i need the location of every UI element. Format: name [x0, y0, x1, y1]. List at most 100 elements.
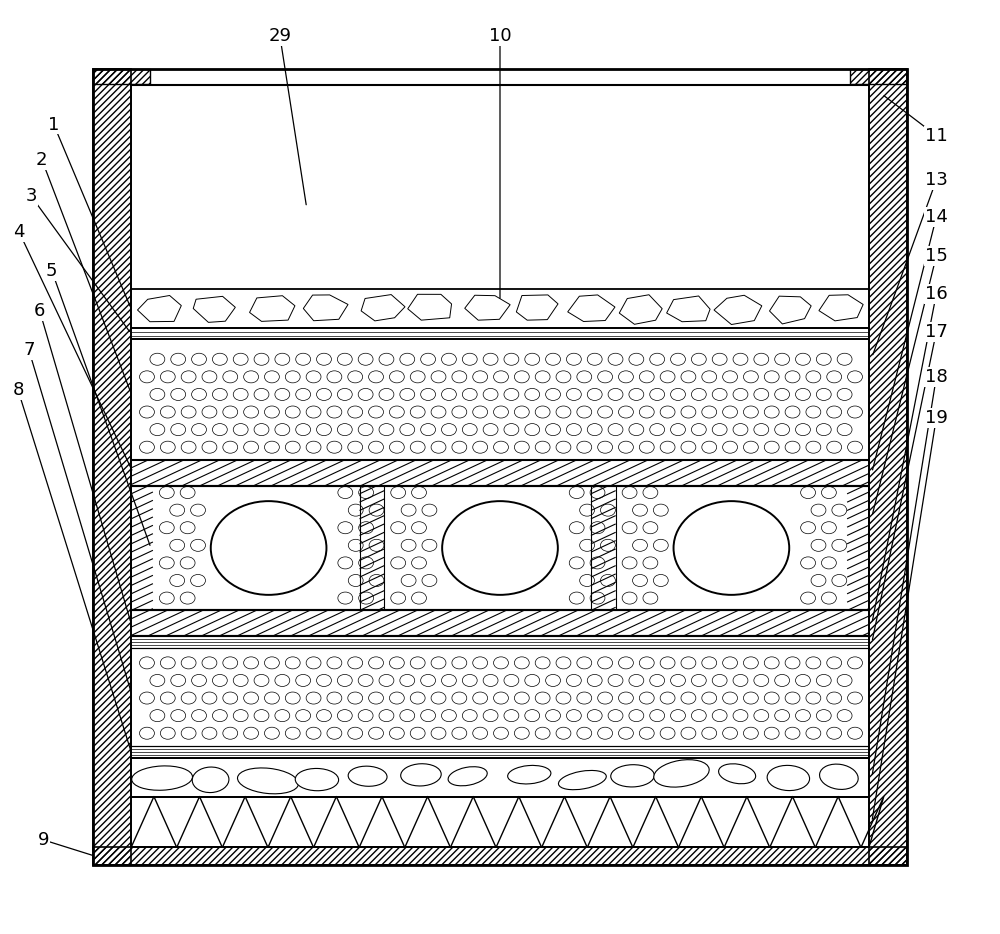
Ellipse shape [504, 389, 519, 401]
Ellipse shape [212, 389, 227, 401]
Ellipse shape [462, 710, 477, 722]
Ellipse shape [556, 441, 571, 453]
Ellipse shape [712, 353, 727, 365]
Ellipse shape [514, 441, 529, 453]
Bar [131, 460, 869, 486]
Ellipse shape [285, 692, 300, 704]
Ellipse shape [556, 371, 571, 383]
Ellipse shape [590, 487, 605, 499]
Ellipse shape [181, 657, 196, 669]
Ellipse shape [421, 389, 436, 401]
Ellipse shape [181, 692, 196, 704]
Ellipse shape [391, 592, 406, 604]
Ellipse shape [180, 522, 195, 533]
Bar [131, 611, 869, 636]
Text: 9: 9 [38, 831, 50, 849]
Ellipse shape [691, 710, 706, 722]
Ellipse shape [306, 657, 321, 669]
Ellipse shape [327, 371, 342, 383]
Ellipse shape [639, 728, 654, 739]
Ellipse shape [723, 692, 738, 704]
Ellipse shape [254, 674, 269, 686]
Bar [591, 486, 616, 611]
Ellipse shape [801, 557, 816, 569]
Ellipse shape [633, 539, 647, 551]
Ellipse shape [285, 728, 300, 739]
Ellipse shape [712, 674, 727, 686]
Polygon shape [303, 295, 348, 320]
Ellipse shape [391, 522, 406, 533]
Ellipse shape [650, 424, 665, 435]
Ellipse shape [192, 710, 206, 722]
Ellipse shape [569, 487, 584, 499]
Polygon shape [819, 295, 863, 321]
Ellipse shape [806, 692, 821, 704]
Ellipse shape [608, 424, 623, 435]
Ellipse shape [622, 487, 637, 499]
Ellipse shape [359, 592, 374, 604]
Ellipse shape [264, 692, 279, 704]
Ellipse shape [295, 769, 339, 791]
Ellipse shape [348, 728, 363, 739]
Ellipse shape [733, 674, 748, 686]
Ellipse shape [317, 674, 331, 686]
Polygon shape [465, 295, 510, 320]
Polygon shape [667, 296, 710, 321]
Ellipse shape [754, 353, 769, 365]
Text: 5: 5 [46, 262, 58, 280]
Ellipse shape [391, 487, 406, 499]
Ellipse shape [223, 657, 238, 669]
Bar [93, 847, 907, 865]
Text: 17: 17 [925, 323, 948, 341]
Ellipse shape [821, 557, 836, 569]
Ellipse shape [317, 353, 331, 365]
Ellipse shape [306, 692, 321, 704]
Ellipse shape [723, 657, 738, 669]
Ellipse shape [556, 657, 571, 669]
Ellipse shape [712, 424, 727, 435]
Ellipse shape [285, 406, 300, 418]
Ellipse shape [598, 692, 613, 704]
Ellipse shape [566, 389, 581, 401]
Ellipse shape [285, 371, 300, 383]
Ellipse shape [379, 389, 394, 401]
Ellipse shape [462, 424, 477, 435]
Ellipse shape [327, 728, 342, 739]
Ellipse shape [212, 674, 227, 686]
Ellipse shape [525, 353, 540, 365]
Ellipse shape [691, 389, 706, 401]
Ellipse shape [348, 441, 363, 453]
Ellipse shape [452, 371, 467, 383]
Ellipse shape [525, 389, 540, 401]
Ellipse shape [431, 406, 446, 418]
Ellipse shape [379, 424, 394, 435]
Ellipse shape [811, 574, 826, 587]
Ellipse shape [674, 502, 789, 595]
Ellipse shape [181, 406, 196, 418]
Ellipse shape [754, 424, 769, 435]
Ellipse shape [702, 371, 717, 383]
Ellipse shape [400, 424, 415, 435]
Ellipse shape [796, 424, 810, 435]
Ellipse shape [598, 657, 613, 669]
Bar [131, 648, 869, 745]
Ellipse shape [577, 441, 592, 453]
Ellipse shape [801, 592, 816, 604]
Ellipse shape [639, 371, 654, 383]
Ellipse shape [358, 353, 373, 365]
Ellipse shape [296, 424, 311, 435]
Ellipse shape [681, 692, 696, 704]
Ellipse shape [223, 692, 238, 704]
Ellipse shape [317, 424, 331, 435]
Ellipse shape [306, 371, 321, 383]
Ellipse shape [723, 371, 738, 383]
Ellipse shape [816, 674, 831, 686]
Ellipse shape [160, 406, 175, 418]
Ellipse shape [296, 710, 311, 722]
Ellipse shape [743, 406, 758, 418]
Text: 8: 8 [12, 381, 24, 399]
Ellipse shape [743, 657, 758, 669]
Ellipse shape [587, 674, 602, 686]
Bar [131, 290, 869, 328]
Ellipse shape [410, 441, 425, 453]
